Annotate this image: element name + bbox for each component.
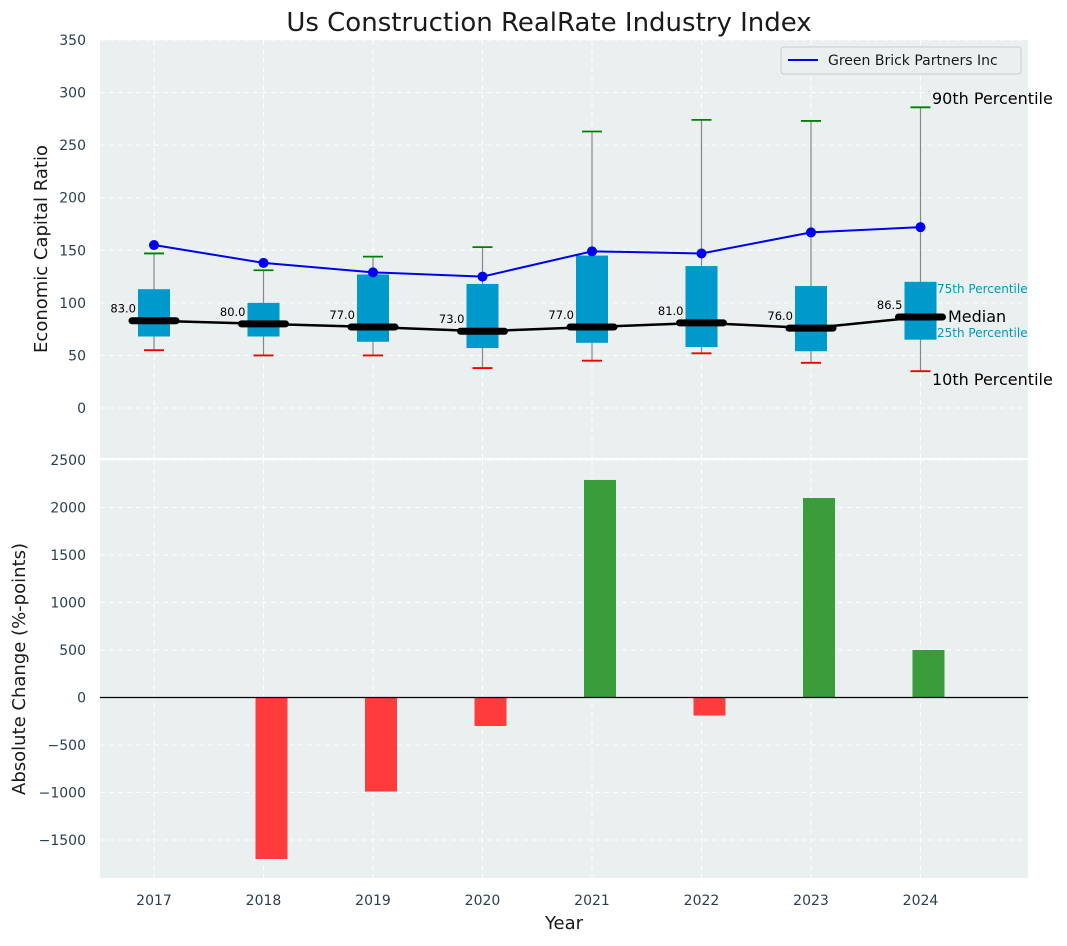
bottom-y-axis-label: Absolute Change (%-points)	[9, 543, 30, 795]
x-tick-label: 2023	[793, 893, 829, 909]
top-y-tick-label: 300	[59, 86, 86, 102]
top-y-tick-labels: 0 50 100 150 200 250 300 350	[59, 33, 86, 417]
iqr-box	[904, 281, 937, 340]
median-value-label: 77.0	[548, 308, 574, 322]
change-bar	[255, 697, 288, 859]
median-value-label: 81.0	[658, 304, 684, 318]
box-plot-marks: 83.0 80.0 77.0 73.0 77.0 81.0 76.0 86.5	[110, 106, 946, 373]
bottom-plot-background	[100, 460, 1028, 878]
top-y-tick-label: 150	[59, 243, 86, 259]
top-y-tick-label: 100	[59, 296, 86, 312]
x-axis-label: Year	[544, 913, 584, 934]
legend: Green Brick Partners Inc	[780, 46, 1022, 75]
x-tick-label: 2020	[465, 893, 501, 909]
x-tick-label: 2021	[574, 893, 610, 909]
series-point	[258, 257, 269, 268]
percentile-annotations: 90th Percentile 75th Percentile Median 2…	[932, 89, 1053, 389]
top-y-tick-label: 200	[59, 191, 86, 207]
legend-box	[780, 46, 1022, 75]
series-point	[587, 246, 597, 257]
change-bar	[365, 697, 397, 792]
top-y-tick-label: 350	[59, 33, 86, 49]
x-tick-label: 2017	[136, 893, 172, 909]
top-y-tick-label: 250	[59, 138, 86, 154]
iqr-box	[357, 274, 389, 342]
series-point	[696, 248, 707, 259]
series-point	[915, 222, 926, 233]
series-point	[149, 240, 159, 251]
top-y-tick-label: 0	[77, 401, 86, 417]
median-value-label: 77.0	[329, 308, 355, 322]
series-point	[806, 227, 816, 238]
iqr-box	[685, 266, 718, 348]
change-bar	[584, 479, 616, 698]
bottom-y-tick-label: 2500	[50, 453, 86, 469]
x-tick-label: 2024	[903, 893, 939, 909]
iqr-box	[466, 283, 499, 349]
bottom-y-tick-label: 2000	[50, 501, 86, 517]
top-y-axis-label: Economic Capital Ratio	[31, 145, 52, 353]
bottom-y-tick-label: −1000	[39, 786, 86, 802]
bottom-y-tick-label: 1000	[50, 596, 86, 612]
bottom-y-tick-label: −1500	[39, 833, 86, 849]
median-value-label: 73.0	[439, 312, 465, 326]
bottom-y-tick-label: 500	[59, 643, 86, 659]
bar-marks	[100, 479, 1028, 859]
series-point	[477, 271, 488, 282]
x-tick-label: 2022	[684, 893, 720, 909]
annotation-75th-percentile: 75th Percentile	[937, 282, 1028, 296]
annotation-10th-percentile: 10th Percentile	[932, 370, 1053, 389]
median-value-label: 76.0	[767, 309, 793, 323]
x-tick-label: 2019	[355, 893, 391, 909]
median-value-label: 80.0	[220, 305, 246, 319]
change-bar	[693, 697, 726, 716]
change-bar	[803, 498, 835, 698]
annotation-median: Median	[948, 307, 1006, 326]
change-bar	[912, 650, 945, 698]
top-plot-background	[100, 40, 1028, 458]
bottom-y-tick-label: −500	[48, 738, 86, 754]
iqr-box	[247, 302, 280, 337]
annotation-25th-percentile: 25th Percentile	[937, 326, 1028, 340]
series-line-green-brick	[153, 226, 921, 278]
x-tick-labels: 2017 2018 2019 2020 2021 2022 2023 2024	[136, 893, 938, 909]
bottom-y-tick-label: 0	[77, 691, 86, 707]
bottom-y-tick-label: 1500	[50, 548, 86, 564]
change-bar	[474, 697, 507, 726]
top-y-tick-label: 50	[68, 348, 86, 364]
iqr-box	[138, 289, 170, 337]
bottom-y-tick-labels: −1500 −1000 −500 0 500 1000 1500 2000 2500	[39, 453, 86, 849]
annotation-90th-percentile: 90th Percentile	[932, 89, 1053, 108]
x-tick-label: 2018	[246, 893, 282, 909]
legend-label: Green Brick Partners Inc	[828, 53, 998, 69]
median-value-label: 83.0	[110, 302, 136, 316]
series-point	[368, 267, 378, 278]
chart-title: Us Construction RealRate Industry Index	[286, 8, 811, 38]
median-value-label: 86.5	[877, 298, 903, 312]
iqr-box	[795, 286, 827, 352]
